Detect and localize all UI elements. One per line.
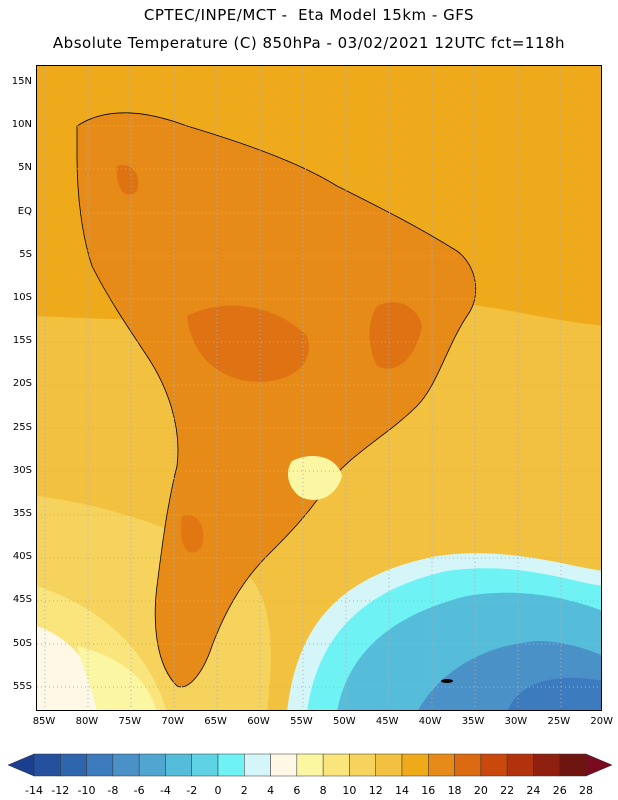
colorbar-segment xyxy=(112,753,140,777)
temperature-map xyxy=(36,65,602,711)
colorbar-label: 8 xyxy=(319,784,327,797)
lat-label: 5N xyxy=(18,162,32,174)
colorbar-label: 26 xyxy=(552,784,567,797)
lon-label: 35W xyxy=(461,716,485,727)
lon-label: 85W xyxy=(32,716,56,727)
colorbar-segment xyxy=(428,753,455,777)
colorbar-segment xyxy=(480,753,508,777)
lat-label: 15N xyxy=(11,76,32,87)
colorbar-segment xyxy=(60,753,87,777)
colorbar-segment xyxy=(322,753,350,777)
colorbar-segment xyxy=(217,753,245,777)
lon-label: 50W xyxy=(332,716,356,727)
colorbar-label: 4 xyxy=(267,784,275,797)
colorbar-label: 14 xyxy=(395,784,409,797)
lat-label: 15S xyxy=(12,335,32,347)
colorbar-segment xyxy=(506,753,534,777)
colorbar-label: -2 xyxy=(186,784,198,797)
lat-label: 5S xyxy=(19,248,32,260)
colorbar-label: 0 xyxy=(214,784,222,797)
lat-label: 25S xyxy=(12,421,32,433)
lat-label: 10S xyxy=(12,292,32,303)
lon-label: 80W xyxy=(75,716,99,727)
colorbar-label: 28 xyxy=(579,784,593,797)
colorbar-segment xyxy=(165,753,192,777)
lon-label: 70W xyxy=(161,716,184,727)
colorbar-label: -14 xyxy=(25,784,43,797)
colorbar-segment xyxy=(375,753,403,777)
colorbar-segment xyxy=(401,753,429,777)
colorbar-label: 6 xyxy=(293,784,301,797)
colorbar-segment xyxy=(244,753,271,777)
lon-label: 30W xyxy=(504,716,528,727)
lat-label: 20S xyxy=(12,378,32,390)
colorbar-label: -10 xyxy=(77,784,96,797)
colorbar-segment xyxy=(138,753,166,777)
colorbar-label: 24 xyxy=(526,784,541,797)
lat-label: EQ xyxy=(17,205,32,217)
colorbar-segment xyxy=(86,753,114,777)
colorbar-label: 18 xyxy=(447,784,462,797)
colorbar-segment xyxy=(296,753,324,777)
map-title-line-1: CPTEC/INPE/MCT - Eta Model 15km - GFS xyxy=(143,6,475,24)
lon-label: 65W xyxy=(204,716,227,727)
lat-label: 35S xyxy=(12,508,32,519)
colorbar-label: -12 xyxy=(51,784,70,797)
colorbar-label: -4 xyxy=(159,784,171,797)
colorbar-segment xyxy=(559,753,587,777)
colorbar-segment xyxy=(33,753,61,777)
colorbar-segment xyxy=(191,753,219,777)
lon-label: 25W xyxy=(547,716,571,727)
colorbar-label: 22 xyxy=(500,784,515,797)
colorbar-label: 10 xyxy=(342,784,357,797)
lon-label: 45W xyxy=(375,716,399,727)
lat-label: 55S xyxy=(12,680,32,692)
lat-label: 10N xyxy=(11,119,32,131)
lon-label: 40W xyxy=(418,716,442,727)
colorbar-segment xyxy=(454,753,482,777)
lat-label: 40S xyxy=(12,551,32,563)
colorbar-label: 20 xyxy=(473,784,488,797)
colorbar-min-arrow xyxy=(7,753,35,777)
colorbar-label: 16 xyxy=(421,784,436,797)
colorbar-label: -8 xyxy=(107,784,119,797)
lon-label: 20W xyxy=(590,716,613,727)
lat-label: 45S xyxy=(12,594,32,606)
map-canvas xyxy=(37,66,601,710)
colorbar-max-arrow xyxy=(585,753,613,777)
lat-label: 30S xyxy=(12,464,32,476)
colorbar-label: -6 xyxy=(133,784,145,797)
lon-label: 60W xyxy=(247,716,270,727)
colorbar-segment xyxy=(270,753,298,777)
lon-label: 55W xyxy=(290,716,313,727)
lon-label: 75W xyxy=(118,716,142,727)
colorbar-label: 12 xyxy=(368,784,383,797)
colorbar-label: 2 xyxy=(240,784,248,797)
lat-label: 50S xyxy=(12,637,32,649)
colorbar xyxy=(7,753,613,777)
colorbar-segment xyxy=(533,753,560,777)
map-title-line-2: Absolute Temperature (C) 850hPa - 03/02/… xyxy=(52,34,566,52)
colorbar-segment xyxy=(349,753,376,777)
